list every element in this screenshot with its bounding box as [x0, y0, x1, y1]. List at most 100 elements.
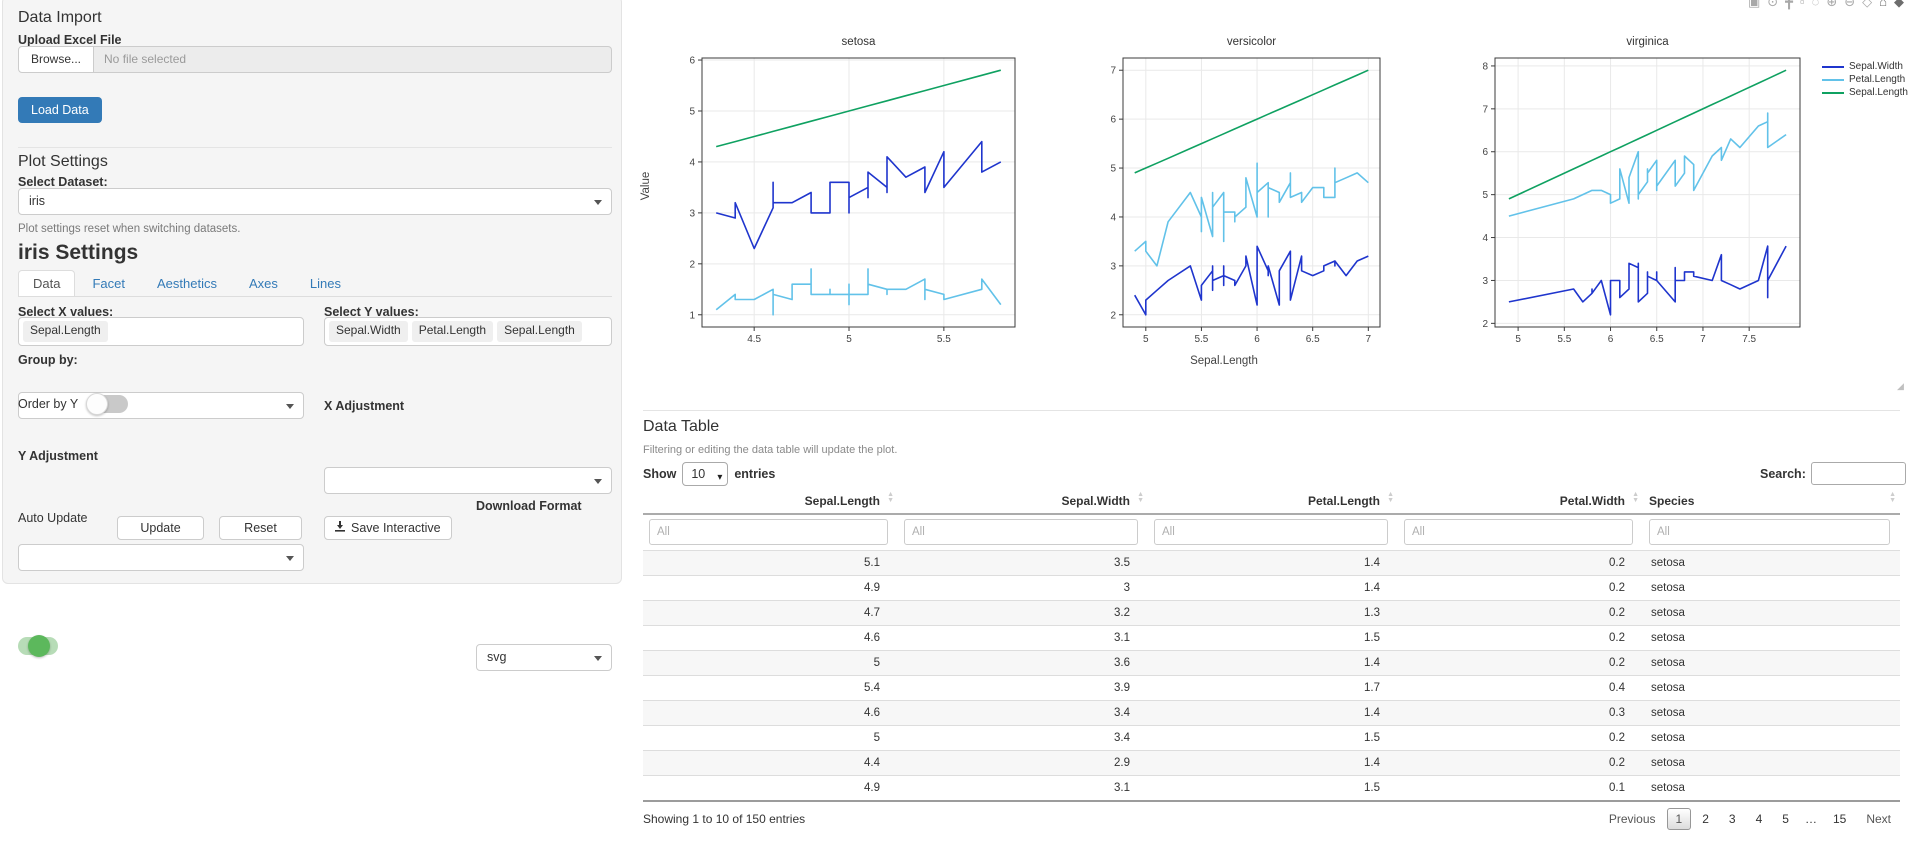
y-adjustment-label: Y Adjustment: [18, 449, 98, 463]
zoom-icon[interactable]: ⊙: [1767, 0, 1779, 9]
svg-text:3: 3: [1110, 261, 1116, 272]
column-filter-input[interactable]: [1649, 519, 1890, 545]
table-cell: setosa: [1643, 775, 1900, 802]
dataset-label: Select Dataset:: [18, 175, 108, 189]
download-format-select[interactable]: svg: [476, 644, 612, 671]
svg-text:7.5: 7.5: [1742, 334, 1756, 345]
x-value-pill[interactable]: Sepal.Length: [23, 321, 108, 342]
pagination-next[interactable]: Next: [1866, 812, 1891, 826]
table-cell: setosa: [1643, 650, 1900, 676]
zoom-out-icon[interactable]: ⊖: [1844, 0, 1856, 9]
plotly-logo-icon[interactable]: ◆: [1894, 0, 1904, 9]
save-interactive-button[interactable]: Save Interactive: [324, 516, 452, 540]
column-filter-input[interactable]: [649, 519, 888, 545]
pagination-page[interactable]: 5: [1782, 812, 1789, 826]
pagination-page[interactable]: 15: [1832, 812, 1847, 826]
table-row[interactable]: 4.6 3.1 1.5 0.2 setosa: [643, 625, 1900, 651]
y-value-pill[interactable]: Sepal.Length: [497, 321, 582, 342]
legend-swatch: [1822, 91, 1844, 94]
table-cell: 4.7: [643, 600, 898, 626]
y-values-input[interactable]: Sepal.Width Petal.Length Sepal.Length: [324, 317, 612, 346]
resize-grip-icon[interactable]: ◢: [1897, 381, 1904, 391]
table-row[interactable]: 4.9 3.1 1.5 0.1 setosa: [643, 775, 1900, 802]
y-value-pill[interactable]: Petal.Length: [411, 321, 494, 342]
legend-item[interactable]: Sepal.Width: [1822, 60, 1908, 73]
svg-text:7: 7: [1700, 334, 1706, 345]
column-header-sepal-width[interactable]: Sepal.Width ▲ ▼: [898, 490, 1148, 515]
reset-button[interactable]: Reset: [219, 516, 302, 540]
table-cell: 0.2: [1398, 750, 1643, 776]
table-cell: setosa: [1643, 675, 1900, 701]
svg-text:4: 4: [689, 157, 695, 168]
select-x-label: Select X values:: [18, 305, 114, 319]
column-filter-input[interactable]: [1404, 519, 1633, 545]
table-row[interactable]: 4.4 2.9 1.4 0.2 setosa: [643, 750, 1900, 776]
table-cell: 0.2: [1398, 725, 1643, 751]
column-header-sepal-length[interactable]: Sepal.Length ▲ ▼: [643, 490, 898, 515]
y-value-pill[interactable]: Sepal.Width: [329, 321, 408, 342]
camera-icon[interactable]: ▣: [1747, 0, 1761, 9]
table-row[interactable]: 4.9 3 1.4 0.2 setosa: [643, 575, 1900, 601]
load-data-button[interactable]: Load Data: [18, 97, 102, 123]
column-header-petal-length[interactable]: Petal.Length ▲ ▼: [1148, 490, 1398, 515]
table-row[interactable]: 5 3.4 1.5 0.2 setosa: [643, 725, 1900, 751]
table-cell: 1.5: [1148, 625, 1398, 651]
lasso-icon[interactable]: ◌: [1811, 0, 1820, 9]
autoscale-icon[interactable]: ◇: [1862, 0, 1873, 9]
auto-update-label: Auto Update: [18, 511, 88, 525]
pagination-page[interactable]: 3: [1728, 812, 1736, 826]
table-cell: 3.1: [898, 625, 1148, 651]
show-label: Show: [643, 467, 677, 481]
y-adjustment-select[interactable]: [18, 544, 304, 571]
table-row[interactable]: 4.7 3.2 1.3 0.2 setosa: [643, 600, 1900, 626]
column-filter-input[interactable]: [1154, 519, 1388, 545]
pagination-page[interactable]: 4: [1755, 812, 1763, 826]
search-input[interactable]: [1810, 462, 1906, 485]
chevron-down-icon: ▾: [717, 472, 723, 483]
reset-axes-icon[interactable]: ⌂: [1879, 0, 1887, 9]
facet-title: setosa: [842, 36, 876, 48]
table-cell: 0.1: [1398, 775, 1643, 802]
table-row[interactable]: 5.1 3.5 1.4 0.2 setosa: [643, 550, 1900, 576]
auto-update-toggle[interactable]: [18, 635, 58, 657]
pan-icon[interactable]: ╋: [1785, 0, 1793, 9]
table-row[interactable]: 5.4 3.9 1.7 0.4 setosa: [643, 675, 1900, 701]
update-button[interactable]: Update: [117, 516, 204, 540]
tab-data[interactable]: Data: [18, 270, 76, 296]
pagination-page[interactable]: 2: [1702, 812, 1709, 826]
legend-item[interactable]: Sepal.Length: [1822, 86, 1908, 99]
table-cell: 4.9: [643, 575, 898, 601]
x-adjustment-select[interactable]: [324, 467, 612, 494]
order-by-y-toggle[interactable]: [86, 393, 129, 415]
zoom-in-icon[interactable]: ⊕: [1826, 0, 1838, 9]
tab-facet[interactable]: Facet: [92, 276, 125, 291]
table-row[interactable]: 4.6 3.4 1.4 0.3 setosa: [643, 700, 1900, 726]
table-search-control: Search:: [1760, 462, 1906, 485]
download-icon: [335, 521, 345, 535]
faceted-line-chart[interactable]: 4.5 5 5.5 1 2 3 4 5 6 setosa 5 5.5 6 6.5 7 2 3 4 5 6 7 versic…: [630, 0, 1910, 400]
tab-axes[interactable]: Axes: [248, 276, 278, 291]
legend-label: Sepal.Length: [1849, 87, 1908, 98]
tab-aesthetics[interactable]: Aesthetics: [156, 276, 217, 291]
svg-text:6: 6: [1254, 334, 1260, 345]
table-cell: setosa: [1643, 550, 1900, 576]
upload-label: Upload Excel File: [18, 33, 122, 47]
svg-text:5: 5: [689, 106, 695, 117]
column-filter-input[interactable]: [904, 519, 1138, 545]
x-values-input[interactable]: Sepal.Length: [18, 317, 304, 346]
dataset-select[interactable]: iris: [18, 188, 612, 215]
group-by-select[interactable]: [18, 392, 304, 419]
table-cell: 4.6: [643, 625, 898, 651]
pagination-previous[interactable]: Previous: [1608, 812, 1656, 826]
box-select-icon[interactable]: ▫: [1799, 0, 1805, 9]
browse-button[interactable]: Browse...: [18, 46, 95, 73]
pagination-page-current[interactable]: 1: [1666, 808, 1692, 830]
page-length-select[interactable]: 10 ▾: [682, 462, 729, 486]
svg-text:5: 5: [846, 334, 852, 345]
tab-lines[interactable]: Lines: [309, 276, 341, 291]
column-header-species[interactable]: Species ▲ ▼: [1643, 490, 1900, 515]
column-header-petal-width[interactable]: Petal.Width ▲ ▼: [1398, 490, 1643, 515]
table-row[interactable]: 5 3.6 1.4 0.2 setosa: [643, 650, 1900, 676]
data-table-title: Data Table: [643, 418, 720, 435]
legend-item[interactable]: Petal.Length: [1822, 73, 1908, 86]
